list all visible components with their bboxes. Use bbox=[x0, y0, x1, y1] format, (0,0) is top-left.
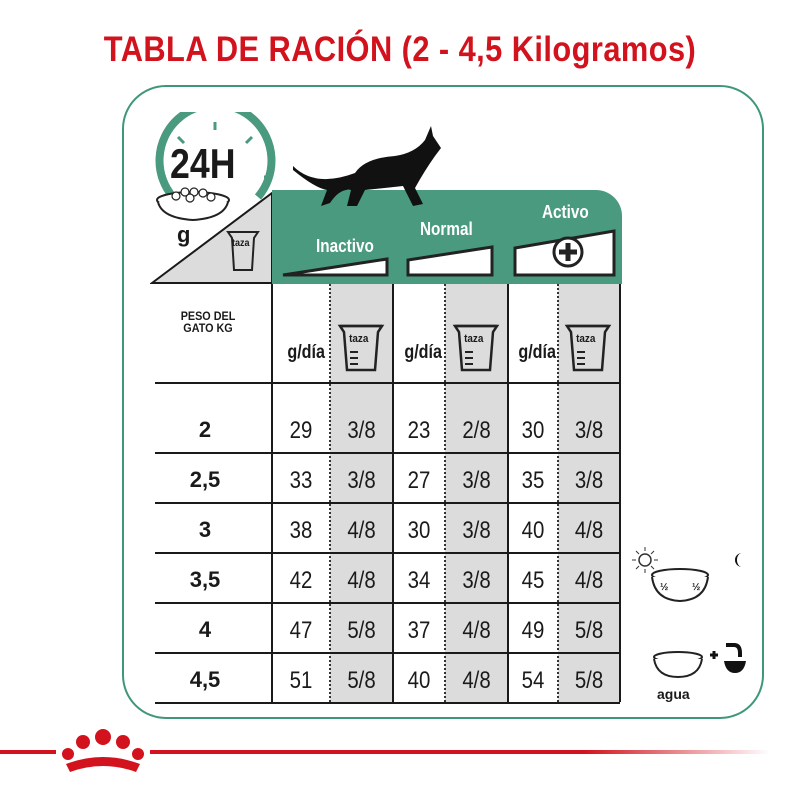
half-morning: ½ bbox=[660, 582, 669, 593]
divider bbox=[444, 284, 446, 702]
divider bbox=[392, 284, 394, 702]
grams-per-day: 27 bbox=[407, 467, 431, 494]
grams-per-day: 51 bbox=[289, 667, 313, 694]
cup-amount: 5/8 bbox=[574, 667, 604, 694]
cup-label: taza bbox=[576, 333, 596, 345]
cup-icon bbox=[337, 324, 385, 372]
divider bbox=[329, 284, 331, 702]
water-tap-icon bbox=[724, 643, 746, 673]
grams-per-day: 45 bbox=[521, 567, 545, 594]
level-normal: Normal bbox=[420, 219, 473, 239]
divider bbox=[155, 552, 620, 554]
cup-amount: 4/8 bbox=[347, 517, 376, 544]
royal-canin-crown-logo bbox=[62, 729, 144, 772]
grams-per-day: 40 bbox=[407, 667, 431, 694]
grams-per-day: 34 bbox=[407, 567, 431, 594]
grams-per-day: 42 bbox=[289, 567, 313, 594]
activity-wedges bbox=[282, 229, 616, 277]
cup-amount: 5/8 bbox=[347, 667, 376, 694]
cup-amount: 4/8 bbox=[574, 567, 604, 594]
grams-per-day: 54 bbox=[521, 667, 545, 694]
cup-label: taza bbox=[349, 333, 369, 345]
weight-kg: 4 bbox=[198, 617, 212, 642]
feeding-icons bbox=[632, 547, 746, 679]
grams-per-day: 37 bbox=[407, 617, 431, 644]
footer-line-left bbox=[0, 750, 56, 754]
divider bbox=[271, 284, 273, 702]
moon-icon bbox=[735, 553, 742, 567]
level-inactivo: Inactivo bbox=[316, 236, 374, 256]
cup-column-activo bbox=[558, 284, 620, 702]
cup-amount: 4/8 bbox=[574, 517, 604, 544]
cup-column-normal bbox=[445, 284, 508, 702]
grams-per-day: 30 bbox=[407, 517, 431, 544]
unit-g-label: g bbox=[177, 222, 191, 247]
cup-amount: 5/8 bbox=[574, 617, 604, 644]
cup-column-inactivo bbox=[330, 284, 393, 702]
weight-kg: 2 bbox=[198, 417, 212, 442]
gday-header-inactivo: g/día bbox=[287, 342, 326, 363]
divider bbox=[155, 382, 620, 384]
cup-amount: 5/8 bbox=[347, 617, 376, 644]
gday-header-activo: g/día bbox=[518, 342, 557, 363]
gday-header-normal: g/día bbox=[404, 342, 443, 363]
footer-line-right bbox=[150, 750, 770, 754]
divider bbox=[557, 284, 559, 702]
cup-icon bbox=[564, 324, 612, 372]
grams-per-day: 30 bbox=[521, 417, 545, 444]
divider bbox=[155, 702, 620, 704]
cup-label: taza bbox=[464, 333, 484, 345]
badge-24h-label: 24H bbox=[170, 140, 236, 187]
cup-amount: 3/8 bbox=[462, 517, 491, 544]
table-frame bbox=[122, 85, 764, 719]
grams-per-day: 23 bbox=[407, 417, 431, 444]
divider bbox=[507, 284, 509, 702]
cup-amount: 4/8 bbox=[347, 567, 376, 594]
cup-amount: 3/8 bbox=[462, 467, 491, 494]
weight-kg: 4,5 bbox=[189, 667, 221, 692]
grams-per-day: 47 bbox=[289, 617, 313, 644]
weight-kg: 3,5 bbox=[189, 567, 221, 592]
sun-icon bbox=[632, 547, 658, 573]
cup-amount: 4/8 bbox=[462, 667, 491, 694]
header-corner-triangle bbox=[150, 191, 273, 284]
grams-per-day: 38 bbox=[289, 517, 313, 544]
corner-cup-label: taza bbox=[231, 238, 250, 249]
clock-24h-icon bbox=[155, 112, 276, 222]
weight-kg: 3 bbox=[198, 517, 212, 542]
cup-amount: 3/8 bbox=[347, 417, 376, 444]
cup-amount: 4/8 bbox=[462, 617, 491, 644]
divider bbox=[155, 502, 620, 504]
cup-amount: 3/8 bbox=[574, 467, 604, 494]
grams-per-day: 49 bbox=[521, 617, 545, 644]
grams-per-day: 35 bbox=[521, 467, 545, 494]
cup-amount: 3/8 bbox=[462, 567, 491, 594]
divider bbox=[619, 284, 621, 702]
grams-per-day: 40 bbox=[521, 517, 545, 544]
grams-per-day: 33 bbox=[289, 467, 313, 494]
cup-icon bbox=[452, 324, 500, 372]
weight-header: PESO DEL GATO KG bbox=[180, 309, 236, 335]
page-title: TABLA DE RACIÓN (2 - 4,5 Kilogramos) bbox=[103, 30, 697, 69]
cat-silhouette-icon bbox=[293, 126, 441, 206]
divider bbox=[155, 602, 620, 604]
cup-amount: 3/8 bbox=[347, 467, 376, 494]
divider bbox=[155, 452, 620, 454]
cup-amount: 2/8 bbox=[462, 417, 491, 444]
divider bbox=[155, 652, 620, 654]
level-activo: Activo bbox=[542, 202, 589, 222]
grams-per-day: 29 bbox=[289, 417, 313, 444]
water-label: agua bbox=[657, 686, 690, 702]
half-evening: ½ bbox=[692, 582, 701, 593]
cup-amount: 3/8 bbox=[574, 417, 604, 444]
weight-kg: 2,5 bbox=[189, 467, 221, 492]
